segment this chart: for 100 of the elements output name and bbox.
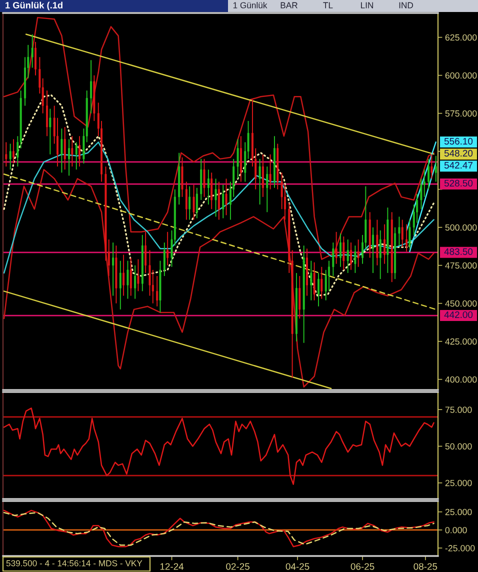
candlestick (398, 216, 400, 246)
candlestick (258, 158, 261, 206)
candlestick (408, 219, 411, 250)
y-tick-label: 575.000 (445, 110, 477, 117)
candlestick (406, 224, 408, 252)
candlestick (384, 224, 386, 264)
candlestick (379, 230, 382, 280)
line-series (3, 408, 434, 485)
candlestick (214, 178, 217, 218)
y-tick-label: 600.000 (445, 72, 477, 79)
x-tick-label: 04-25 (286, 563, 310, 570)
y-tick-label: 500.000 (445, 224, 477, 231)
candlestick (342, 236, 345, 270)
text: BAR (280, 2, 298, 8)
candlestick (262, 154, 264, 198)
candlestick (119, 260, 122, 310)
text: TL (323, 2, 333, 8)
candlestick (152, 269, 154, 304)
candlestick (218, 181, 220, 220)
candlestick (430, 154, 433, 180)
candlestick (34, 41, 36, 76)
candlestick (166, 231, 169, 266)
y-tick-label: 25.000 (445, 508, 472, 516)
y-tick-label: 50.000 (445, 443, 472, 450)
y-tick-label: 75.000 (445, 406, 472, 413)
candlestick (346, 239, 349, 274)
candlestick (372, 226, 374, 274)
candlestick (192, 184, 195, 220)
candlestick (423, 169, 426, 198)
candlestick (332, 242, 334, 276)
candlestick (60, 128, 63, 174)
candlestick (5, 142, 8, 168)
y-tick-label: 25.000 (445, 480, 472, 486)
candlestick (156, 276, 158, 307)
candlestick (12, 138, 14, 164)
candlestick (236, 138, 239, 180)
candlestick (340, 232, 342, 268)
candlestick (269, 154, 272, 190)
y-tick-label: -25.000 (445, 545, 475, 552)
candlestick (122, 254, 125, 296)
x-tick-label: 12-24 (160, 563, 184, 570)
x-tick-label: 02-25 (226, 563, 250, 570)
candlestick (163, 242, 166, 276)
candlestick (134, 264, 136, 300)
candlestick (376, 219, 378, 266)
candlestick (68, 138, 70, 176)
candlestick (71, 136, 74, 168)
candlestick (225, 178, 228, 216)
candlestick (428, 158, 430, 190)
text: IND (399, 2, 414, 8)
candlestick (310, 260, 312, 301)
candlestick (335, 231, 338, 264)
annotation: 542.47 (444, 162, 472, 169)
candlestick (112, 242, 114, 296)
text: 539.500 - 4 - 14:56:14 - MDS - VKY (6, 560, 142, 566)
candlestick (266, 166, 268, 213)
annotation: 556.10 (444, 138, 473, 145)
y-tick-label: 625.000 (445, 34, 477, 41)
y-tick-label: 475.000 (445, 262, 477, 269)
candlestick (357, 239, 360, 268)
candlestick (196, 187, 198, 219)
text: LIN (361, 2, 373, 8)
y-tick-label: 400.000 (445, 376, 477, 383)
candlestick (49, 108, 52, 155)
candlestick (78, 136, 81, 168)
candlestick (313, 262, 316, 301)
candlestick (188, 186, 191, 220)
candlestick (203, 158, 206, 198)
annotation: 548.20 (444, 150, 473, 157)
candlestick (64, 126, 66, 170)
candlestick (130, 257, 132, 296)
candlestick (318, 272, 320, 307)
candlestick (181, 156, 184, 198)
candlestick (354, 245, 356, 274)
candlestick (126, 260, 129, 300)
candlestick (350, 242, 352, 270)
candlestick (137, 258, 140, 292)
x-tick-label: 06-25 (350, 563, 374, 570)
candlestick (320, 266, 323, 300)
ref-line-label: 528.50 (444, 180, 473, 187)
candlestick (185, 181, 188, 220)
candlestick (222, 184, 224, 219)
y-tick-label: 0.000 (445, 526, 467, 534)
ref-line-label: 483.50 (444, 248, 473, 255)
candlestick (9, 143, 12, 170)
candlestick (298, 276, 301, 320)
text: 1 Günlük (233, 2, 268, 8)
candlestick (31, 34, 34, 68)
candlestick (434, 155, 437, 182)
ref-line-label: 442.00 (444, 311, 473, 318)
line-series (3, 168, 434, 388)
y-tick-label: 450.000 (445, 300, 477, 307)
candlestick (75, 142, 78, 170)
candlestick (207, 169, 210, 206)
y-tick-label: 425.000 (445, 338, 477, 345)
chart-title: 1 Günlük (.1d (6, 2, 62, 10)
candlestick (144, 231, 147, 274)
candlestick (210, 172, 213, 210)
candlestick (90, 60, 92, 114)
candlestick (46, 90, 48, 137)
